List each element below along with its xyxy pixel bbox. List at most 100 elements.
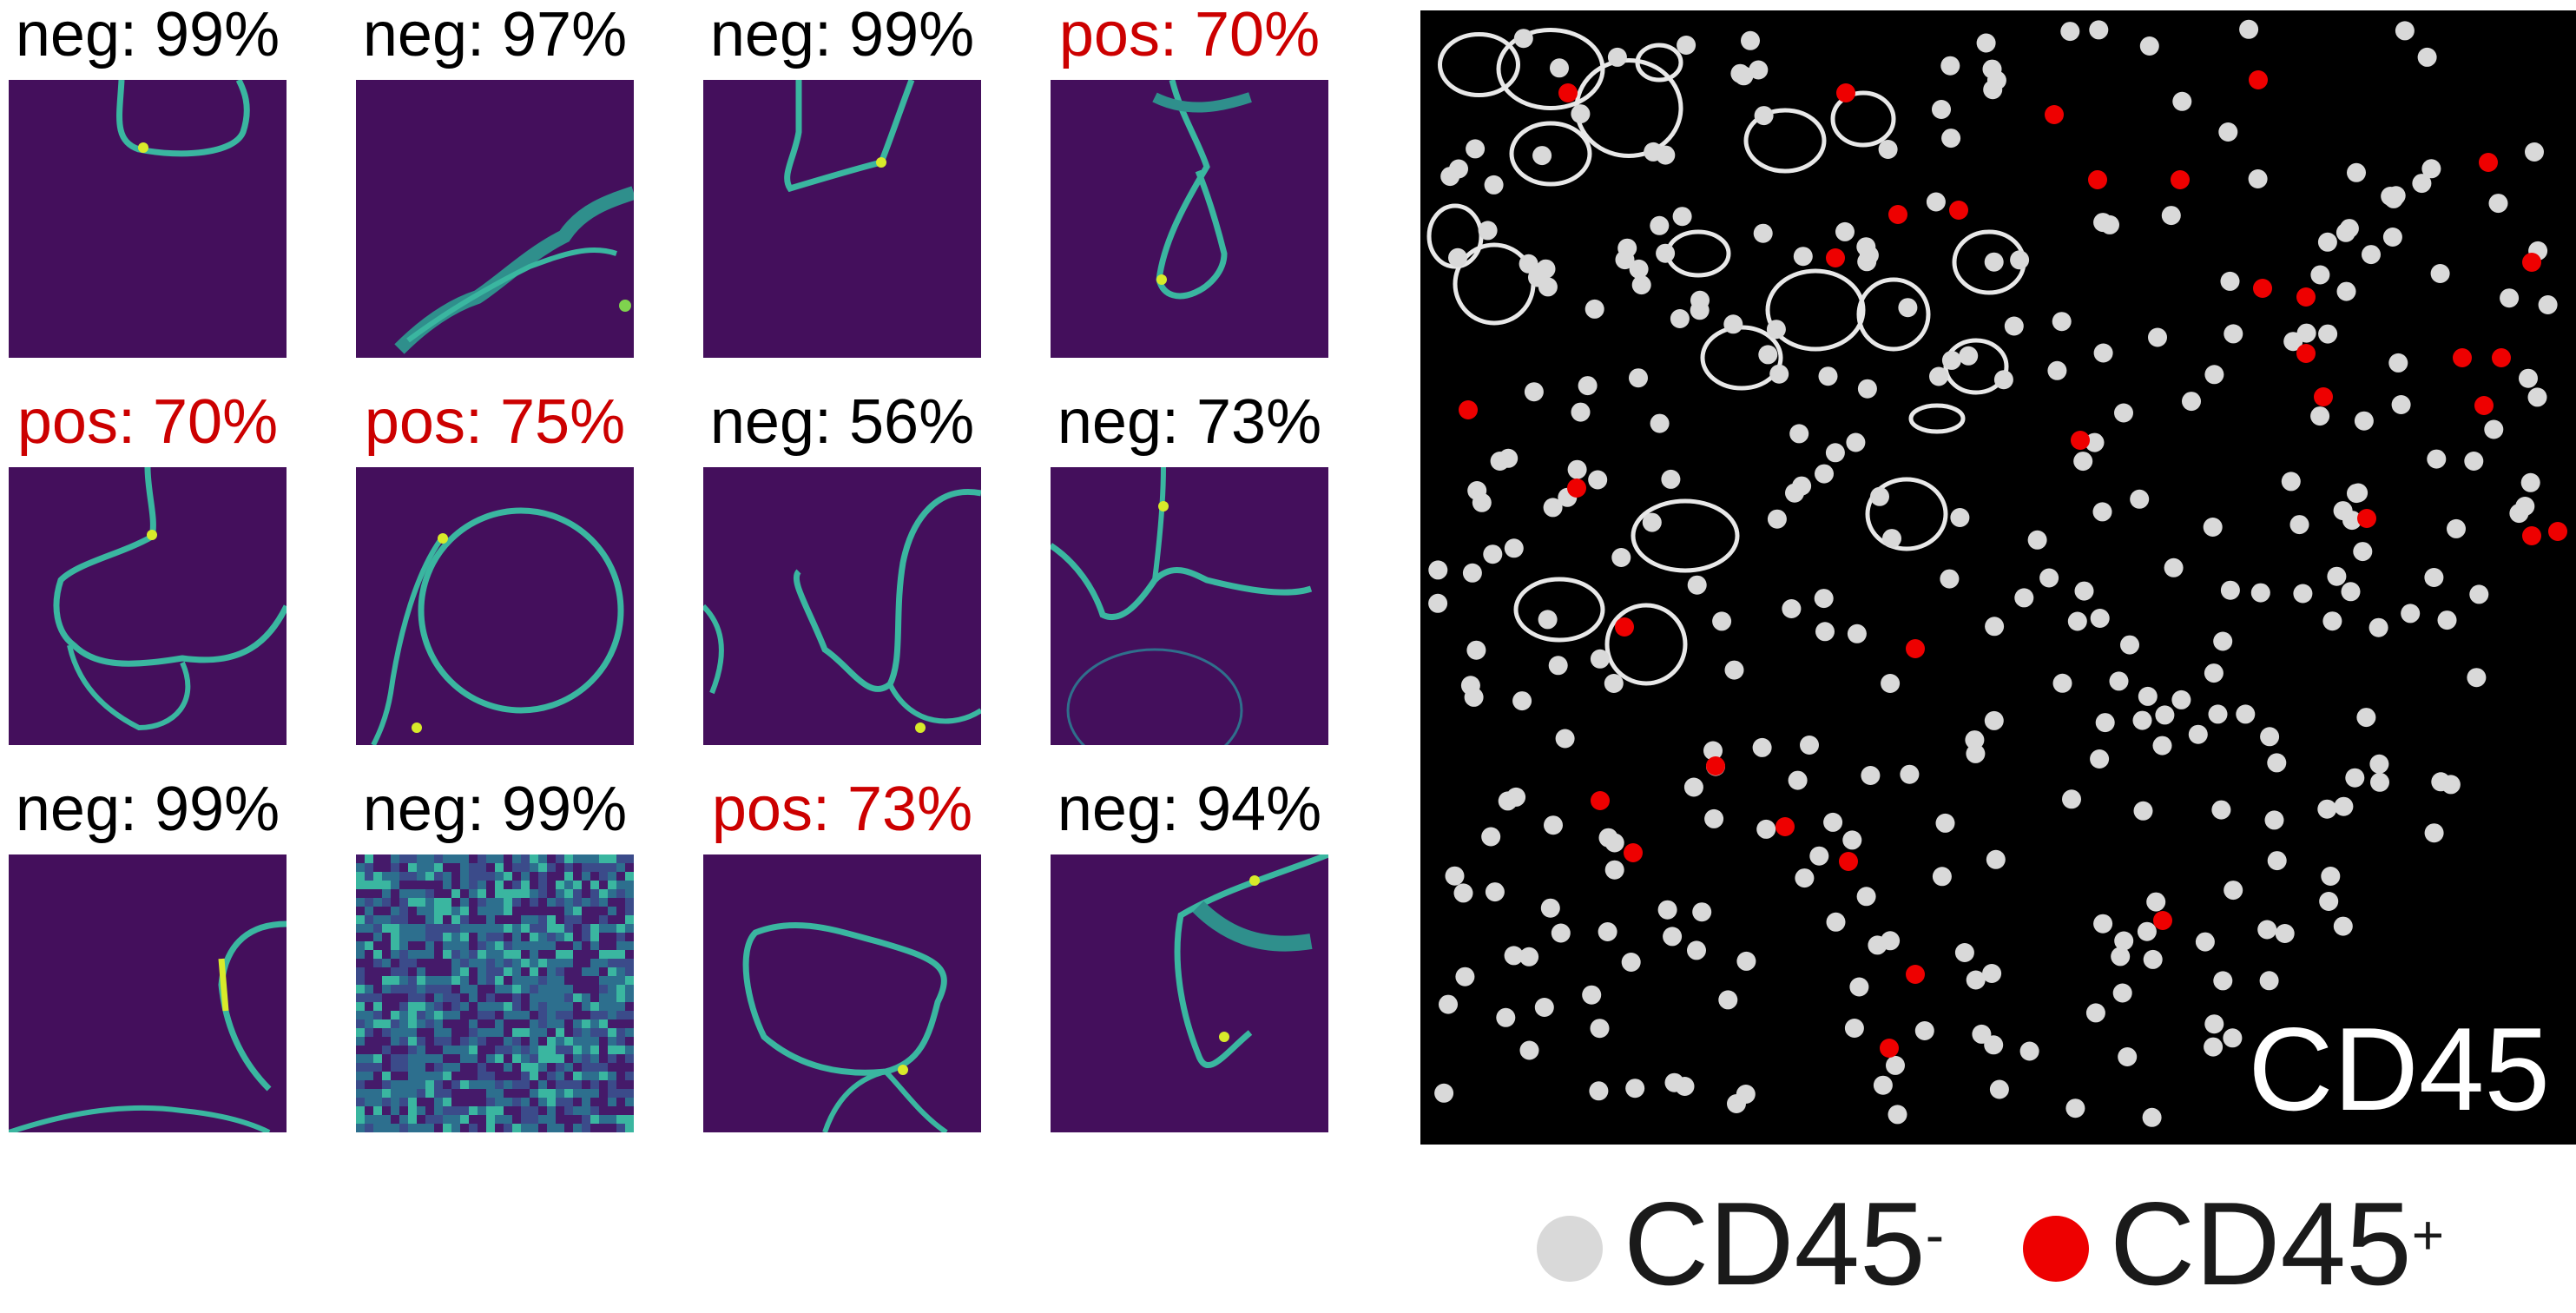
noise-pixel <box>556 863 564 872</box>
noise-pixel <box>408 872 417 881</box>
noise-pixel <box>373 976 382 985</box>
noise-pixel <box>616 1019 625 1028</box>
negative-cell-dot <box>1856 887 1876 907</box>
noise-pixel <box>530 872 538 881</box>
noise-pixel <box>512 1080 521 1089</box>
positive-cell-dot <box>2548 522 2567 541</box>
cell-outline <box>1743 108 1827 174</box>
noise-pixel <box>625 863 634 872</box>
noise-pixel <box>443 1011 451 1019</box>
negative-cell-dot <box>1898 298 1918 318</box>
negative-cell-dot <box>2148 327 2167 347</box>
negative-cell-dot <box>2204 1037 2224 1057</box>
cell-membrane-image <box>53 467 287 731</box>
noise-pixel <box>478 967 486 976</box>
noise-pixel <box>538 1089 547 1098</box>
noise-pixel <box>538 1106 547 1115</box>
negative-cell-dot <box>1793 247 1813 267</box>
noise-pixel <box>573 1106 582 1115</box>
negative-cell-dot <box>1663 927 1683 947</box>
stain-label: CD45 <box>2248 1003 2550 1135</box>
noise-pixel <box>373 1072 382 1080</box>
noise-pixel <box>443 915 451 924</box>
cell-outline <box>1665 229 1731 278</box>
negative-cell-dot <box>1752 737 1772 757</box>
negative-cell-dot <box>1543 498 1563 518</box>
noise-pixel <box>590 967 599 976</box>
negative-cell-dot <box>2132 710 2152 730</box>
noise-pixel <box>486 985 495 993</box>
noise-pixel <box>425 1002 434 1011</box>
noise-pixel <box>434 1124 443 1132</box>
noise-pixel <box>373 1063 382 1072</box>
noise-pixel <box>382 1072 391 1080</box>
noise-pixel <box>573 924 582 933</box>
negative-cell-dot <box>1789 424 1809 444</box>
noise-pixel <box>556 854 564 863</box>
noise-pixel <box>417 967 425 976</box>
noise-pixel <box>408 1124 417 1132</box>
positive-cell-dot <box>2071 431 2090 450</box>
negative-cell-dot <box>1878 140 1898 159</box>
noise-pixel <box>478 1028 486 1037</box>
cell-outline <box>1856 277 1931 352</box>
noise-pixel <box>504 1028 512 1037</box>
noise-pixel <box>504 1072 512 1080</box>
noise-pixel <box>616 872 625 881</box>
positive-cell-dot <box>1888 205 1907 224</box>
noise-pixel <box>486 933 495 941</box>
negative-cell-dot <box>2527 387 2547 407</box>
noise-pixel <box>504 1019 512 1028</box>
noise-pixel <box>608 950 616 959</box>
noise-pixel <box>356 881 365 889</box>
noise-pixel <box>512 1098 521 1106</box>
negative-cell-dot <box>2509 504 2529 524</box>
noise-pixel <box>391 915 399 924</box>
noise-pixel <box>582 1037 590 1046</box>
noise-pixel <box>469 1002 478 1011</box>
noise-pixel <box>495 898 504 907</box>
noise-pixel <box>460 907 469 915</box>
noise-pixel <box>417 1106 425 1115</box>
noise-pixel <box>590 985 599 993</box>
noise-pixel <box>356 1115 365 1124</box>
cell-outline <box>1574 58 1683 158</box>
positive-cell-dot <box>2296 344 2316 363</box>
negative-cell-dot <box>2322 611 2342 631</box>
noise-pixel <box>443 898 451 907</box>
negative-cell-dot <box>2142 1107 2162 1127</box>
noise-pixel <box>625 941 634 950</box>
noise-pixel <box>391 863 399 872</box>
noise-pixel <box>399 976 408 985</box>
noise-pixel <box>486 1063 495 1072</box>
noise-pixel <box>425 933 434 941</box>
negative-cell-dot <box>1983 80 2003 100</box>
noise-pixel <box>443 1080 451 1089</box>
noise-pixel <box>417 907 425 915</box>
negative-cell-dot <box>2437 610 2457 630</box>
negative-cell-dot <box>2155 705 2175 725</box>
negative-cell-dot <box>1504 946 1524 966</box>
noise-pixel <box>425 959 434 967</box>
noise-pixel <box>547 941 556 950</box>
noise-pixel <box>495 907 504 915</box>
legend: CD45- CD45+ <box>0 1183 2576 1304</box>
noise-pixel <box>530 881 538 889</box>
noise-pixel <box>608 1089 616 1098</box>
tile-image <box>9 854 287 1132</box>
noise-pixel <box>434 924 443 933</box>
noise-pixel <box>373 1019 382 1028</box>
negative-cell-dot <box>2430 264 2450 283</box>
noise-pixel <box>556 1089 564 1098</box>
negative-cell-dot <box>2248 169 2268 188</box>
noise-pixel <box>590 1106 599 1115</box>
noise-pixel <box>547 898 556 907</box>
negative-cell-dot <box>1538 610 1558 630</box>
noise-pixel <box>382 1098 391 1106</box>
negative-cell-dot <box>1782 599 1802 618</box>
noise-pixel <box>408 924 417 933</box>
noise-pixel <box>590 1037 599 1046</box>
noise-pixel <box>530 863 538 872</box>
positive-cell-dot <box>1906 639 1925 658</box>
noise-pixel <box>521 1037 530 1046</box>
